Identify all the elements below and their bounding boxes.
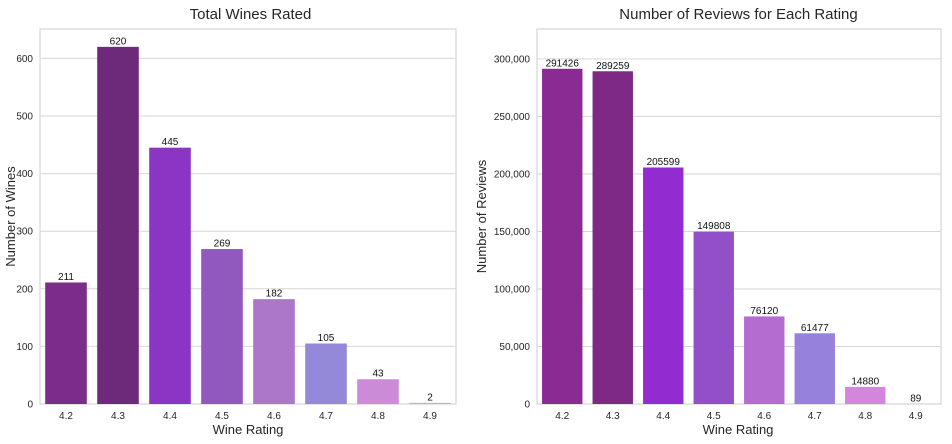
y-tick-label: 100 bbox=[16, 342, 33, 353]
y-tick-label: 100,000 bbox=[494, 284, 531, 295]
x-tick-label: 4.4 bbox=[163, 411, 177, 422]
y-tick-label: 300 bbox=[16, 227, 33, 238]
bars bbox=[45, 47, 451, 404]
x-tick-label: 4.4 bbox=[656, 411, 670, 422]
x-tick-label: 4.6 bbox=[757, 411, 771, 422]
data-label: 291426 bbox=[546, 58, 580, 69]
x-axis-label: Wine Rating bbox=[703, 422, 774, 437]
bar-4-6 bbox=[253, 299, 295, 404]
data-label: 76120 bbox=[750, 306, 778, 317]
y-tick-label: 400 bbox=[16, 169, 33, 180]
x-tick-labels: 4.2 4.3 4.4 4.5 4.6 4.7 4.8 4.9 bbox=[59, 411, 437, 422]
bars bbox=[542, 69, 936, 404]
y-tick-labels: 0 100 200 300 400 500 600 bbox=[16, 54, 33, 411]
bar-4-4 bbox=[643, 167, 683, 404]
y-tick-label: 500 bbox=[16, 111, 33, 122]
bar-4-6 bbox=[744, 316, 784, 404]
data-label: 2 bbox=[427, 392, 433, 403]
data-label: 289259 bbox=[596, 61, 630, 72]
y-tick-label: 200,000 bbox=[494, 169, 531, 180]
y-tick-label: 600 bbox=[16, 54, 33, 65]
bar-4-7 bbox=[305, 344, 347, 404]
data-label: 620 bbox=[110, 36, 127, 47]
x-tick-labels: 4.2 4.3 4.4 4.5 4.6 4.7 4.8 4.9 bbox=[555, 411, 923, 422]
chart-number-of-reviews: Number of Reviews for Each Rating 0 50,00… bbox=[474, 6, 941, 437]
bar-4-3 bbox=[97, 47, 139, 404]
data-label: 182 bbox=[266, 289, 283, 300]
data-label: 205599 bbox=[647, 157, 681, 168]
data-label: 211 bbox=[58, 272, 74, 283]
y-tick-label: 0 bbox=[27, 400, 33, 411]
data-label: 43 bbox=[372, 369, 384, 380]
bar-4-3 bbox=[593, 71, 633, 404]
bar-4-7 bbox=[795, 333, 835, 404]
x-axis-label: Wine Rating bbox=[213, 422, 284, 437]
y-tick-label: 50,000 bbox=[499, 342, 530, 353]
x-tick-label: 4.3 bbox=[111, 411, 125, 422]
bar-4-4 bbox=[149, 148, 191, 404]
x-tick-label: 4.6 bbox=[267, 411, 281, 422]
chart-title: Number of Reviews for Each Rating bbox=[619, 6, 857, 23]
y-tick-label: 250,000 bbox=[494, 112, 531, 123]
y-tick-labels: 0 50,000 100,000 150,000 200,000 250,000 300,0… bbox=[494, 54, 531, 410]
x-tick-label: 4.7 bbox=[319, 411, 333, 422]
bar-4-8 bbox=[845, 387, 885, 404]
y-tick-label: 150,000 bbox=[494, 227, 531, 238]
x-tick-label: 4.9 bbox=[909, 411, 923, 422]
bar-4-5 bbox=[694, 232, 734, 404]
bar-4-5 bbox=[201, 249, 243, 404]
y-axis-label: Number of Wines bbox=[3, 166, 18, 267]
data-label: 445 bbox=[162, 137, 179, 148]
data-label: 89 bbox=[910, 393, 922, 404]
x-tick-label: 4.8 bbox=[858, 411, 872, 422]
bar-4-8 bbox=[357, 379, 399, 404]
x-tick-label: 4.7 bbox=[808, 411, 822, 422]
x-tick-label: 4.5 bbox=[215, 411, 229, 422]
x-tick-label: 4.3 bbox=[606, 411, 620, 422]
chart-title: Total Wines Rated bbox=[190, 6, 312, 23]
x-tick-label: 4.2 bbox=[555, 411, 569, 422]
data-label: 105 bbox=[318, 333, 335, 344]
data-label: 149808 bbox=[697, 221, 731, 232]
y-tick-label: 300,000 bbox=[494, 54, 531, 65]
bar-4-2 bbox=[45, 282, 87, 404]
data-label: 269 bbox=[214, 239, 231, 250]
x-tick-label: 4.9 bbox=[423, 411, 437, 422]
bar-4-2 bbox=[542, 69, 582, 404]
y-tick-label: 0 bbox=[524, 400, 530, 411]
x-tick-label: 4.2 bbox=[59, 411, 73, 422]
x-tick-label: 4.5 bbox=[707, 411, 721, 422]
data-label: 61477 bbox=[801, 323, 829, 334]
data-label: 14880 bbox=[851, 376, 879, 387]
y-tick-label: 200 bbox=[16, 284, 33, 295]
y-axis-label: Number of Reviews bbox=[474, 159, 489, 273]
x-tick-label: 4.8 bbox=[371, 411, 385, 422]
